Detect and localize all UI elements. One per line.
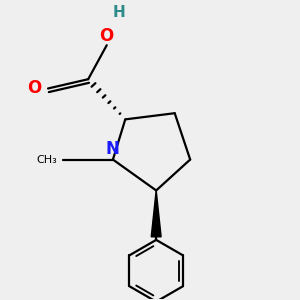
Polygon shape [151, 190, 161, 237]
Text: N: N [106, 140, 120, 158]
Text: O: O [100, 27, 114, 45]
Text: H: H [113, 5, 125, 20]
Text: CH₃: CH₃ [37, 154, 57, 165]
Text: O: O [28, 80, 42, 98]
